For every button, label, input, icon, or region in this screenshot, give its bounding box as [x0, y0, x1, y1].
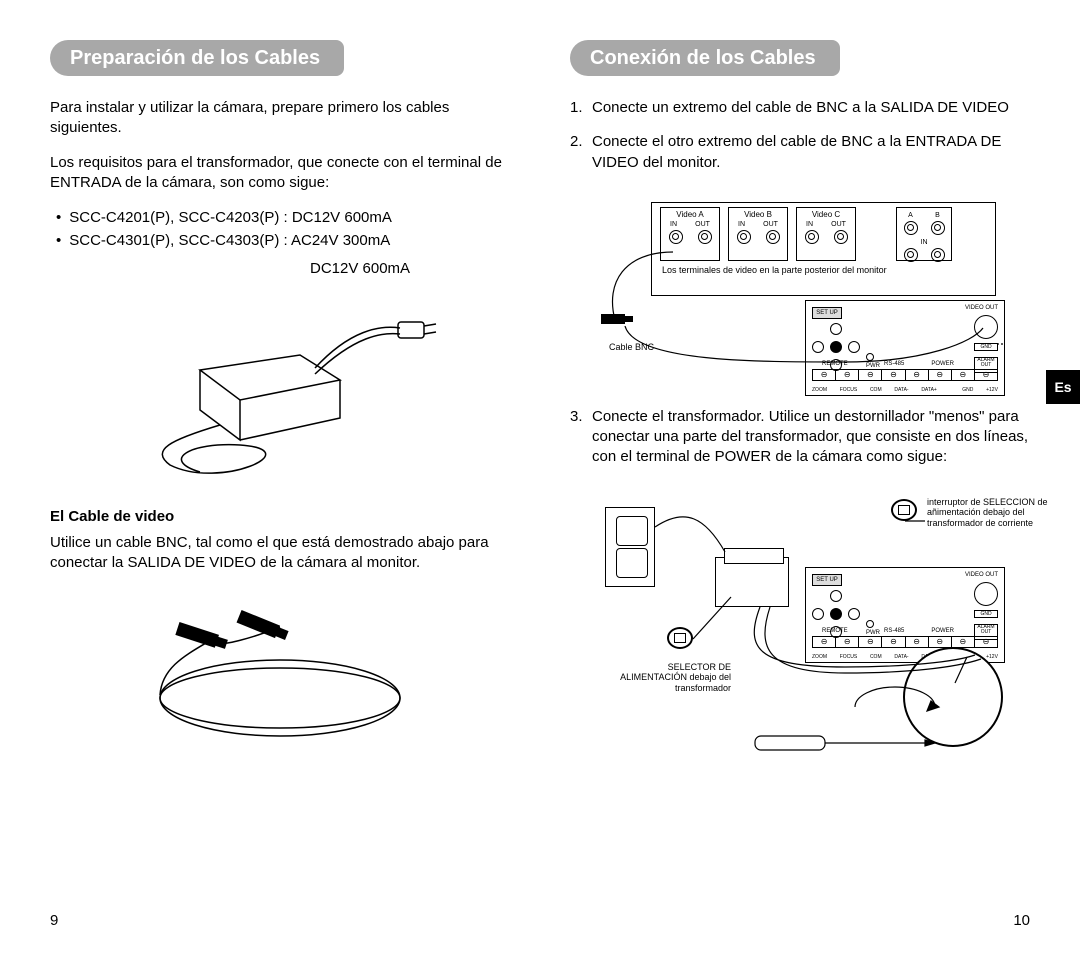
setup-button-label: SET UP	[812, 307, 842, 319]
para-req: Los requisitos para el transformador, qu…	[50, 153, 510, 194]
spec-list: SCC-C4201(P), SCC-C4203(P) : DC12V 600mA…	[50, 207, 510, 252]
camera-back-panel-2: SET UP VIDEO OUT GND PWR ALARM OUT REMOT…	[805, 567, 1005, 663]
subhead-video-cable: El Cable de video	[50, 508, 510, 525]
spec-tail: DC12V 600mA	[50, 260, 510, 277]
spec-item: SCC-C4201(P), SCC-C4203(P) : DC12V 600mA	[56, 207, 510, 230]
magnifier-icon	[903, 647, 1003, 747]
para-bnc: Utilice un cable BNC, tal como el que es…	[50, 533, 510, 574]
camera-back-panel: SET UP VIDEO OUT GND PWR ALARM OUT REMOT…	[805, 300, 1005, 396]
video-c-label: Video C	[797, 210, 855, 219]
monitor-back-panel: Video A INOUT Video B INOUT Video C INOU…	[651, 202, 996, 296]
manual-spread: Preparación de los Cables Para instalar …	[0, 0, 1080, 959]
video-a-label: Video A	[661, 210, 719, 219]
para-intro: Para instalar y utilizar la cámara, prep…	[50, 98, 510, 139]
bnc-cable-label: Cable BNC	[609, 342, 654, 352]
section-header-prep: Preparación de los Cables	[50, 40, 344, 76]
page-right: Conexión de los Cables Conecte un extrem…	[540, 40, 1050, 929]
step-item: Conecte el transformador. Utilice un des…	[570, 407, 1030, 468]
steps-list: Conecte un extremo del cable de BNC a la…	[570, 98, 1030, 187]
figure-bnc-cable	[50, 603, 510, 753]
selector-switch-icon	[667, 627, 693, 649]
page-left: Preparación de los Cables Para instalar …	[30, 40, 540, 929]
video-out-label: VIDEO OUT	[965, 305, 998, 311]
selector-switch-icon	[891, 499, 917, 521]
video-b-label: Video B	[729, 210, 787, 219]
monitor-caption: Los terminales de video en la parte post…	[662, 265, 887, 276]
page-number-right: 10	[1013, 912, 1030, 929]
steps-list-cont: Conecte el transformador. Utilice un des…	[570, 407, 1030, 482]
spec-item: SCC-C4301(P), SCC-C4303(P) : AC24V 300mA	[56, 230, 510, 253]
figure-adapter	[50, 300, 510, 480]
figure-bnc-wiring: Video A INOUT Video B INOUT Video C INOU…	[570, 202, 1030, 397]
page-number-left: 9	[50, 912, 58, 929]
step-item: Conecte un extremo del cable de BNC a la…	[570, 98, 1030, 118]
figure-power-wiring: interruptor de SELECCION de añimentación…	[570, 497, 1030, 767]
gnd-label: GND	[974, 343, 998, 351]
wall-outlet-icon	[605, 507, 655, 587]
video-out-connector	[974, 315, 998, 339]
step-item: Conecte el otro extremo del cable de BNC…	[570, 132, 1030, 173]
pwr-led-icon	[866, 353, 874, 361]
switch-caption-2: SELECTOR DE ALIMENTACIÓN debajo del tran…	[611, 662, 731, 694]
section-header-conn: Conexión de los Cables	[570, 40, 840, 76]
terminal-strip	[812, 369, 998, 381]
adapter-icon	[715, 557, 789, 607]
switch-caption-1: interruptor de SELECCION de añimentación…	[927, 497, 1077, 529]
language-tab: Es	[1046, 370, 1080, 404]
